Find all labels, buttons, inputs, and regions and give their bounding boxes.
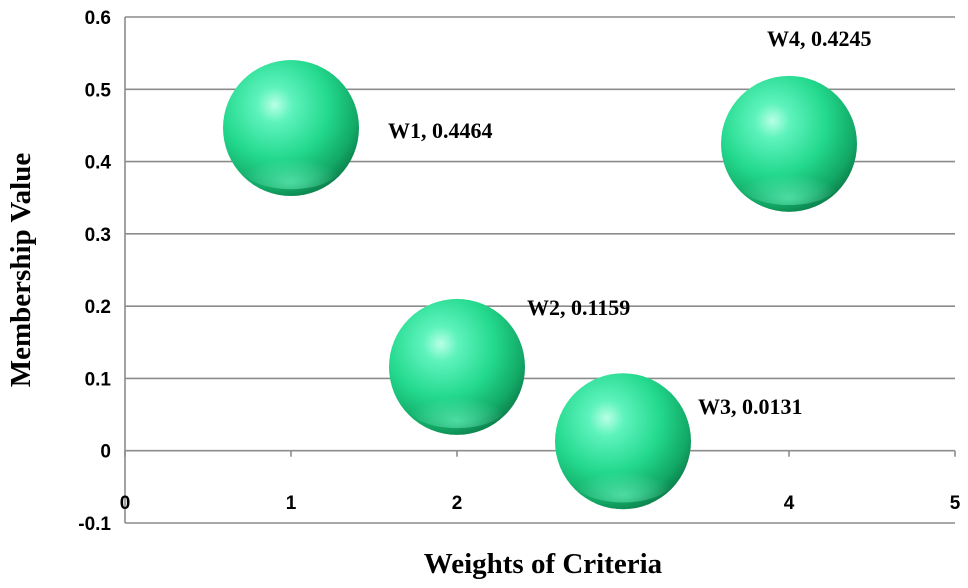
x-tick-label: 0 — [120, 493, 131, 514]
x-tick-label: 5 — [950, 493, 961, 514]
y-tick-label: 0.4 — [85, 153, 112, 174]
bubble-rim-highlight — [406, 380, 508, 429]
y-tick-label: -0.1 — [78, 514, 111, 535]
bubble-w3 — [555, 373, 691, 510]
y-tick-label: 0.2 — [85, 297, 111, 318]
data-label-w2: W2, 0.1159 — [527, 295, 630, 320]
bubble-rim-highlight — [572, 454, 674, 503]
bubble-w2 — [389, 298, 525, 435]
data-labels: W1, 0.4464 W2, 0.1159 W3, 0.0131 W4, 0.4245 — [388, 26, 872, 419]
x-tick-label: 1 — [286, 493, 297, 514]
bubble-rim-highlight — [738, 157, 840, 206]
y-tick-label: 0 — [100, 442, 111, 463]
data-points — [223, 60, 857, 510]
x-tick-label: 4 — [784, 493, 795, 514]
y-tick-label: 0.1 — [85, 369, 112, 390]
y-tick-label: 0.3 — [85, 225, 111, 246]
data-label-w1: W1, 0.4464 — [388, 118, 493, 143]
bubble-w1 — [223, 60, 359, 197]
data-label-w3: W3, 0.0131 — [698, 394, 803, 419]
data-label-w4: W4, 0.4245 — [767, 26, 872, 51]
x-axis-title: Weights of Criteria — [424, 548, 663, 580]
y-tick-label: 0.5 — [85, 80, 112, 101]
bubble-rim-highlight — [240, 141, 342, 190]
axes: -0.100.10.20.30.40.50.6012345 — [78, 8, 960, 535]
y-axis-title: Membership Value — [5, 153, 37, 388]
bubble-w4 — [721, 75, 857, 212]
y-tick-label: 0.6 — [85, 8, 111, 29]
x-tick-label: 2 — [452, 493, 463, 514]
